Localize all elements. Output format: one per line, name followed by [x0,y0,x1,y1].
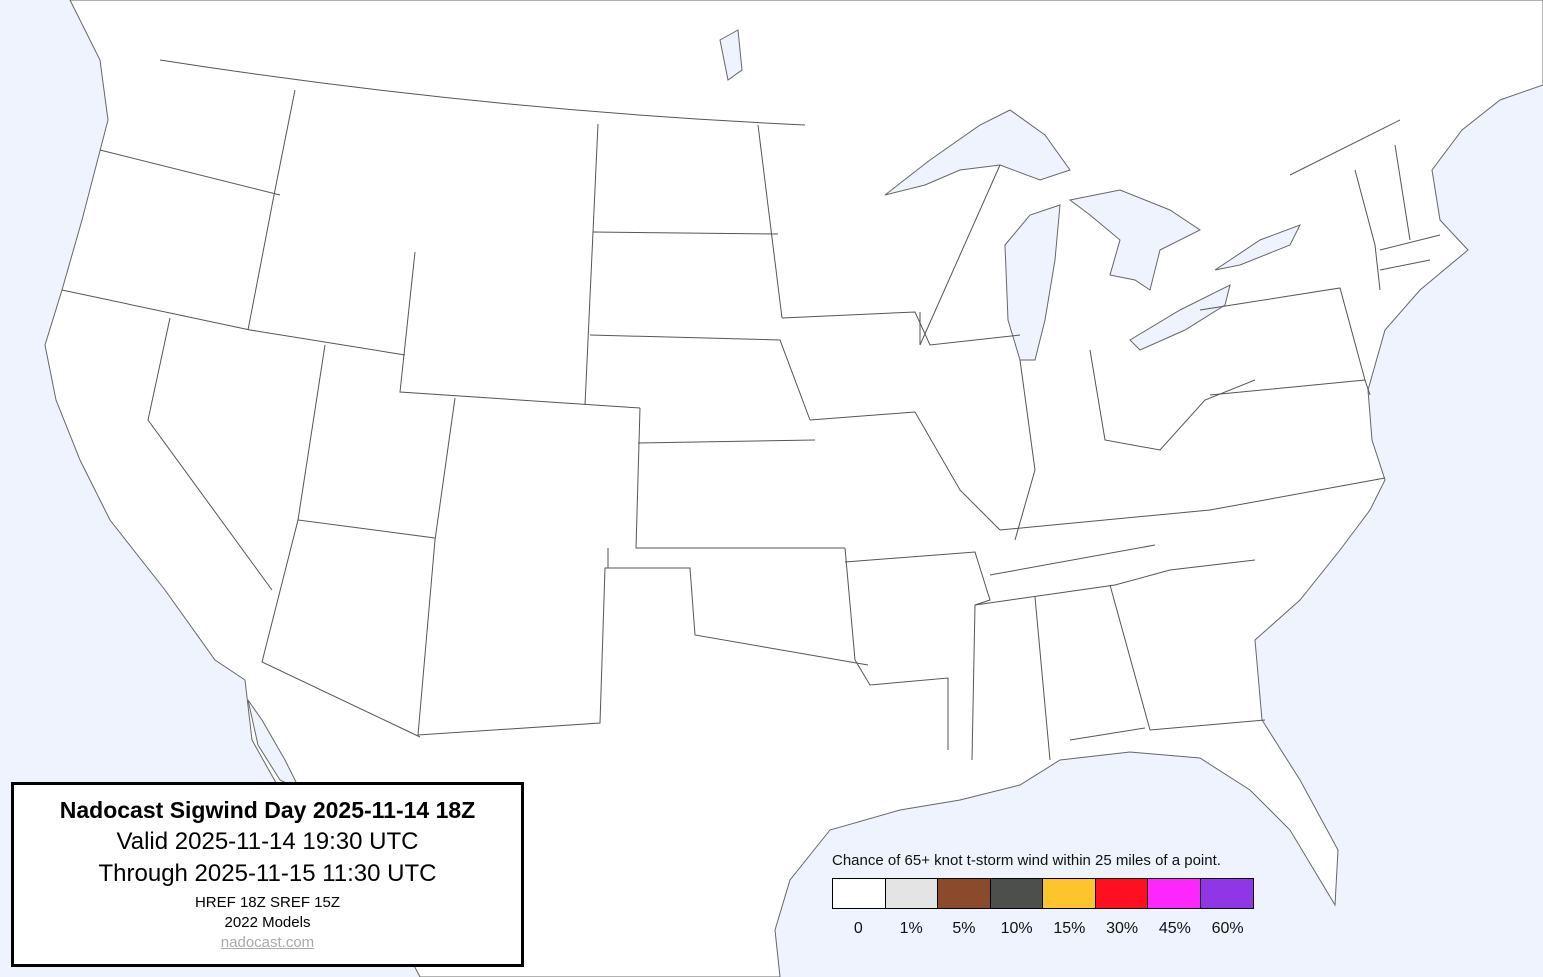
through-time: Through 2025-11-15 11:30 UTC [98,860,437,887]
great-lakes [719,29,1302,361]
legend-label: 5% [952,920,976,937]
legend-label: 0 [853,920,863,937]
legend-swatch [938,879,991,908]
model-version: 2022 Models [224,914,311,931]
valid-time: Valid 2025-11-14 19:30 UTC [116,828,419,855]
legend-color-bar [832,878,1254,909]
model-runs: HREF 18Z SREF 15Z [194,894,341,911]
legend-label: 1% [899,920,923,937]
legend-swatch [833,879,886,908]
forecast-title: Nadocast Sigwind Day 2025-11-14 18Z [59,797,476,823]
legend-label: 45% [1158,920,1191,937]
legend-caption: Chance of 65+ knot t-storm wind within 2… [832,852,1221,869]
legend-label: 10% [1000,920,1033,937]
site-link[interactable]: nadocast.com [220,934,315,951]
legend-swatch [1148,879,1201,908]
legend-swatch [1200,879,1253,908]
forecast-info-box: Nadocast Sigwind Day 2025-11-14 18Z Vali… [11,782,524,967]
legend-swatch [990,879,1043,908]
legend-label: 60% [1211,920,1244,937]
legend-swatch [1095,879,1148,908]
legend-label: 30% [1106,920,1139,937]
probability-legend: Chance of 65+ knot t-storm wind within 2… [832,852,1254,938]
state-borders [61,59,1441,761]
legend-label: 15% [1053,920,1086,937]
legend-swatch [1043,879,1096,908]
legend-swatch [885,879,938,908]
